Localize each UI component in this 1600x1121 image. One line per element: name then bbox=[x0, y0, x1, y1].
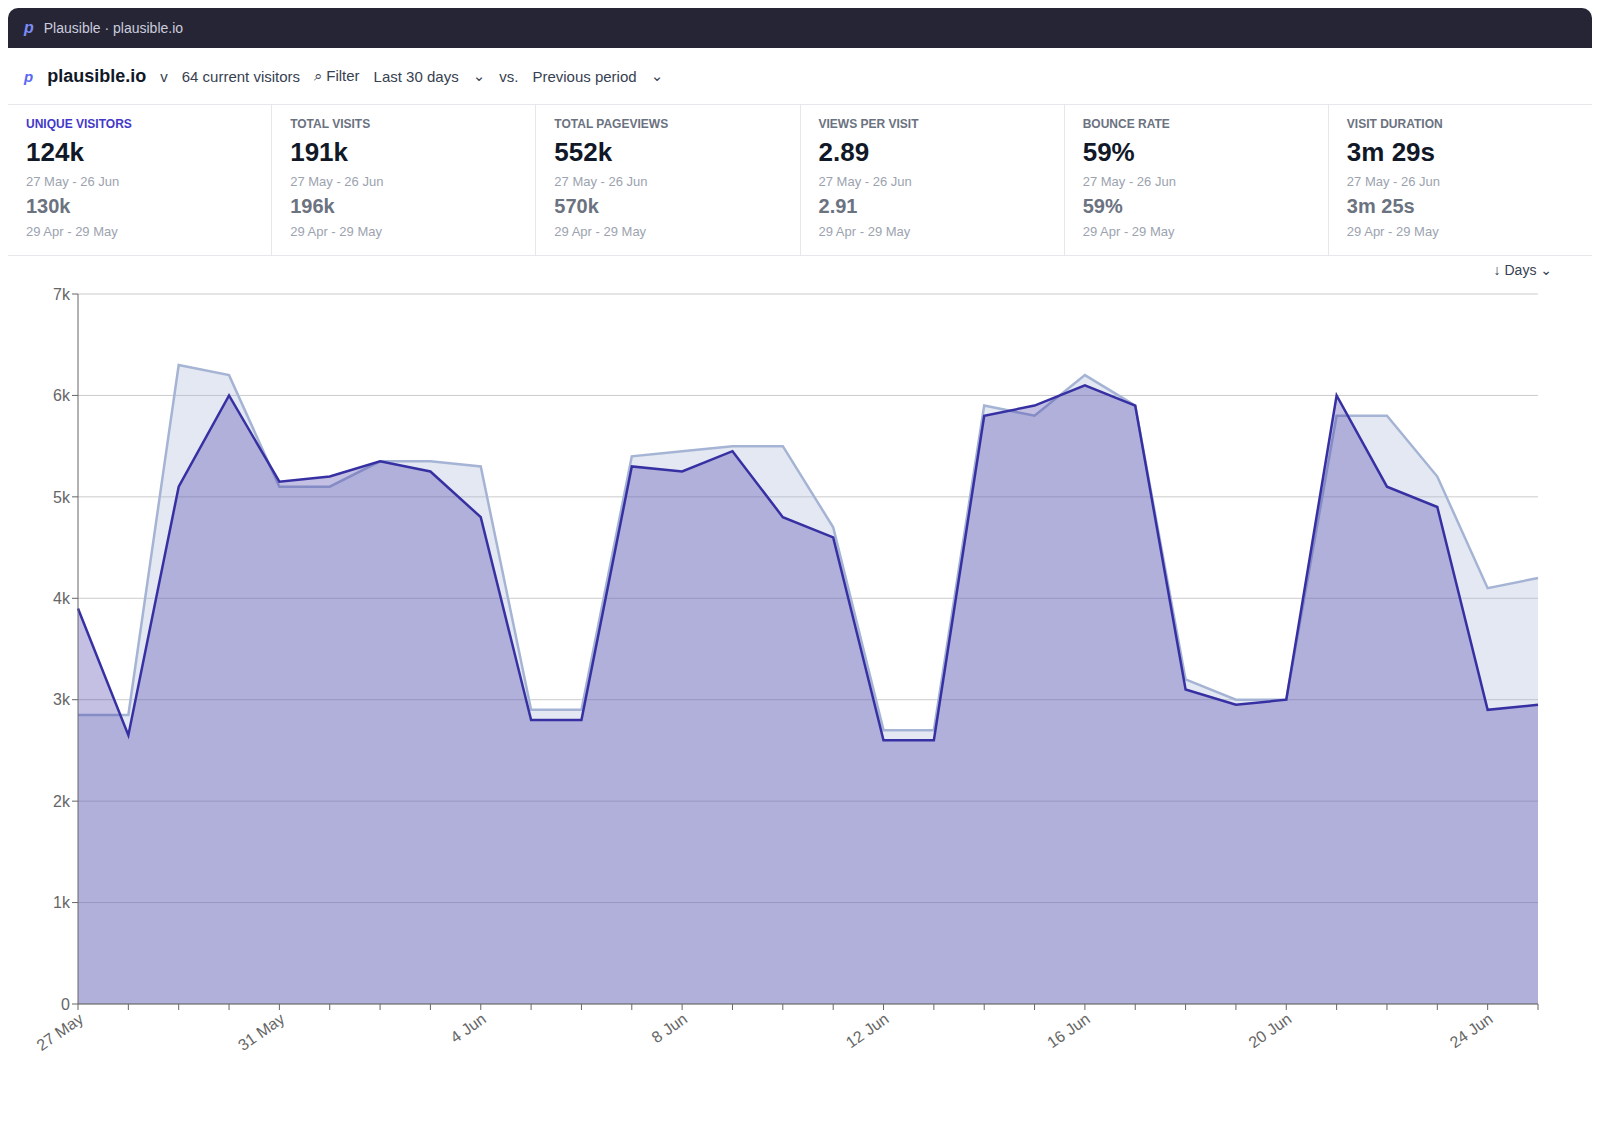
html-text:27 May - 26 Jun: 27 May - 26 Jun bbox=[290, 174, 384, 189]
svg-text:5k: 5k bbox=[53, 489, 71, 506]
svg-text:12 Jun: 12 Jun bbox=[843, 1010, 892, 1051]
svg-text:1k: 1k bbox=[53, 894, 71, 911]
html-text:VISIT DURATION: VISIT DURATION bbox=[1346, 117, 1443, 131]
html-text:plausible.io: plausible.io bbox=[47, 65, 147, 86]
html-text:29 Apr - 29 May: 29 Apr - 29 May bbox=[1082, 224, 1175, 239]
html-text:191k: 191k bbox=[290, 137, 348, 167]
html-text:64 current visitors: 64 current visitors bbox=[181, 67, 301, 85]
html-text:3m 25s: 3m 25s bbox=[1346, 195, 1415, 217]
svg-text:6k: 6k bbox=[53, 387, 71, 404]
svg-text:2k: 2k bbox=[53, 793, 71, 810]
html-text:59%: 59% bbox=[1082, 195, 1123, 217]
html-text:TOTAL VISITS: TOTAL VISITS bbox=[290, 117, 371, 131]
html-text:⌕ Filter: ⌕ Filter bbox=[314, 67, 360, 84]
html-text:29 Apr - 29 May: 29 Apr - 29 May bbox=[818, 224, 911, 239]
html-text:p: p bbox=[24, 19, 34, 36]
html-text:27 May - 26 Jun: 27 May - 26 Jun bbox=[818, 174, 912, 189]
html-text:UNIQUE VISITORS: UNIQUE VISITORS bbox=[26, 117, 132, 131]
html-text:124k: 124k bbox=[26, 137, 84, 167]
svg-text:27 May: 27 May bbox=[34, 1010, 87, 1054]
html-text:2.89: 2.89 bbox=[818, 137, 870, 167]
html-text:29 Apr - 29 May: 29 Apr - 29 May bbox=[554, 224, 647, 239]
html-text:VIEWS PER VISIT: VIEWS PER VISIT bbox=[818, 117, 919, 131]
html-text:TOTAL PAGEVIEWS: TOTAL PAGEVIEWS bbox=[554, 117, 669, 131]
html-text:196k: 196k bbox=[290, 195, 335, 217]
svg-text:3k: 3k bbox=[53, 691, 71, 708]
html-text:130k: 130k bbox=[26, 195, 71, 217]
html-text:552k: 552k bbox=[554, 137, 613, 167]
svg-text:7k: 7k bbox=[53, 286, 71, 303]
svg-text:31 May: 31 May bbox=[235, 1010, 288, 1054]
html-text:p: p bbox=[24, 67, 34, 85]
html-text:27 May - 26 Jun: 27 May - 26 Jun bbox=[1346, 174, 1441, 189]
html-text:↓ Days ⌄: ↓ Days ⌄ bbox=[1493, 262, 1552, 278]
html-text:BOUNCE RATE: BOUNCE RATE bbox=[1082, 117, 1170, 131]
html-text:27 May - 26 Jun: 27 May - 26 Jun bbox=[26, 174, 120, 189]
svg-text:24 Jun: 24 Jun bbox=[1447, 1010, 1496, 1051]
svg-text:16 Jun: 16 Jun bbox=[1044, 1010, 1093, 1051]
html-text:570k: 570k bbox=[554, 195, 599, 217]
html-text:Plausible · plausible.io: Plausible · plausible.io bbox=[43, 20, 184, 36]
html-text:59%: 59% bbox=[1082, 137, 1135, 167]
svg-text:20 Jun: 20 Jun bbox=[1245, 1010, 1294, 1051]
html-text:29 Apr - 29 May: 29 Apr - 29 May bbox=[26, 224, 118, 239]
svg-text:0: 0 bbox=[61, 996, 70, 1013]
html-text:29 Apr - 29 May: 29 Apr - 29 May bbox=[290, 224, 382, 239]
html-text:3m 29s: 3m 29s bbox=[1346, 137, 1435, 167]
html-text:2.91: 2.91 bbox=[818, 195, 858, 217]
html-text:vs.: vs. bbox=[499, 67, 519, 85]
html-text:v: v bbox=[160, 67, 168, 85]
svg-text:8 Jun: 8 Jun bbox=[649, 1010, 691, 1046]
html-text:27 May - 26 Jun: 27 May - 26 Jun bbox=[1082, 174, 1176, 189]
html-text:27 May - 26 Jun: 27 May - 26 Jun bbox=[554, 174, 648, 189]
html-text:Previous period: Previous period bbox=[532, 67, 637, 85]
svg-text:4k: 4k bbox=[53, 590, 71, 607]
html-text:Last 30 days: Last 30 days bbox=[373, 67, 459, 85]
svg-text:4 Jun: 4 Jun bbox=[447, 1010, 489, 1046]
html-text:29 Apr - 29 May: 29 Apr - 29 May bbox=[1346, 224, 1439, 239]
